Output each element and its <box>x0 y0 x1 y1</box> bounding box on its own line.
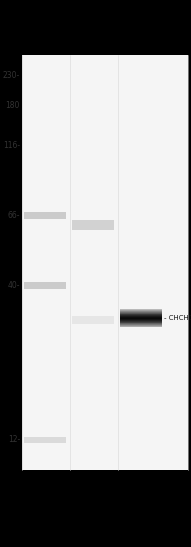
Bar <box>22 55 188 470</box>
Text: - CHCHD3: - CHCHD3 <box>164 315 191 321</box>
Text: 180: 180 <box>6 101 20 109</box>
Bar <box>72 316 114 324</box>
Text: 230-: 230- <box>3 71 20 79</box>
Text: 12-: 12- <box>8 435 20 445</box>
Bar <box>24 212 66 218</box>
Bar <box>72 220 114 230</box>
Text: 40-: 40- <box>7 281 20 289</box>
Text: 66-: 66- <box>7 211 20 219</box>
Bar <box>24 282 66 288</box>
Text: 116-: 116- <box>3 141 20 149</box>
Bar <box>24 437 66 443</box>
